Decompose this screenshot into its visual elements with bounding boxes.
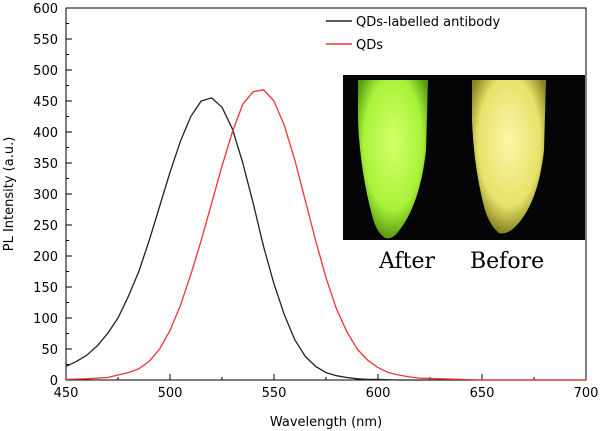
y-tick-label: 50 <box>41 343 58 358</box>
x-axis-title: Wavelength (nm) <box>270 415 382 430</box>
y-tick-label: 550 <box>33 33 58 48</box>
y-axis-title: PL Intensity (a.u.) <box>2 137 17 252</box>
x-tick-label: 700 <box>574 386 599 401</box>
y-tick-label: 600 <box>33 2 58 17</box>
x-tick-label: 450 <box>54 386 79 401</box>
x-tick-label: 600 <box>366 386 391 401</box>
y-tick-label: 0 <box>50 374 58 389</box>
y-tick-label: 250 <box>33 219 58 234</box>
before-label: Before <box>470 249 544 274</box>
y-tick-label: 150 <box>33 281 58 296</box>
after-label: After <box>378 249 436 274</box>
y-tick-label: 300 <box>33 188 58 203</box>
y-tick-label: 100 <box>33 312 58 327</box>
series-layer <box>65 89 586 381</box>
legend-label-qds: QDs <box>356 38 383 53</box>
vial-photo-inset: After Before <box>343 75 585 274</box>
legend-label-qds-labelled-antibody: QDs-labelled antibody <box>356 15 501 30</box>
series-line-qds-labelled-antibody <box>65 97 586 381</box>
y-tick-label: 400 <box>33 126 58 141</box>
series-line-qds <box>65 89 586 381</box>
x-tick-label: 550 <box>262 386 287 401</box>
after-vial-image <box>358 80 428 239</box>
y-tick-label: 500 <box>33 64 58 79</box>
x-tick-label: 650 <box>470 386 495 401</box>
before-vial-image <box>472 80 546 234</box>
legend: QDs-labelled antibody QDs <box>326 15 501 53</box>
axis-ticks: 450 500 550 600 650 700 0 50 100 150 200 250 300 350 4… <box>33 2 598 401</box>
y-tick-label: 450 <box>33 95 58 110</box>
x-tick-label: 500 <box>158 386 183 401</box>
y-tick-label: 200 <box>33 250 58 265</box>
y-tick-label: 350 <box>33 157 58 172</box>
